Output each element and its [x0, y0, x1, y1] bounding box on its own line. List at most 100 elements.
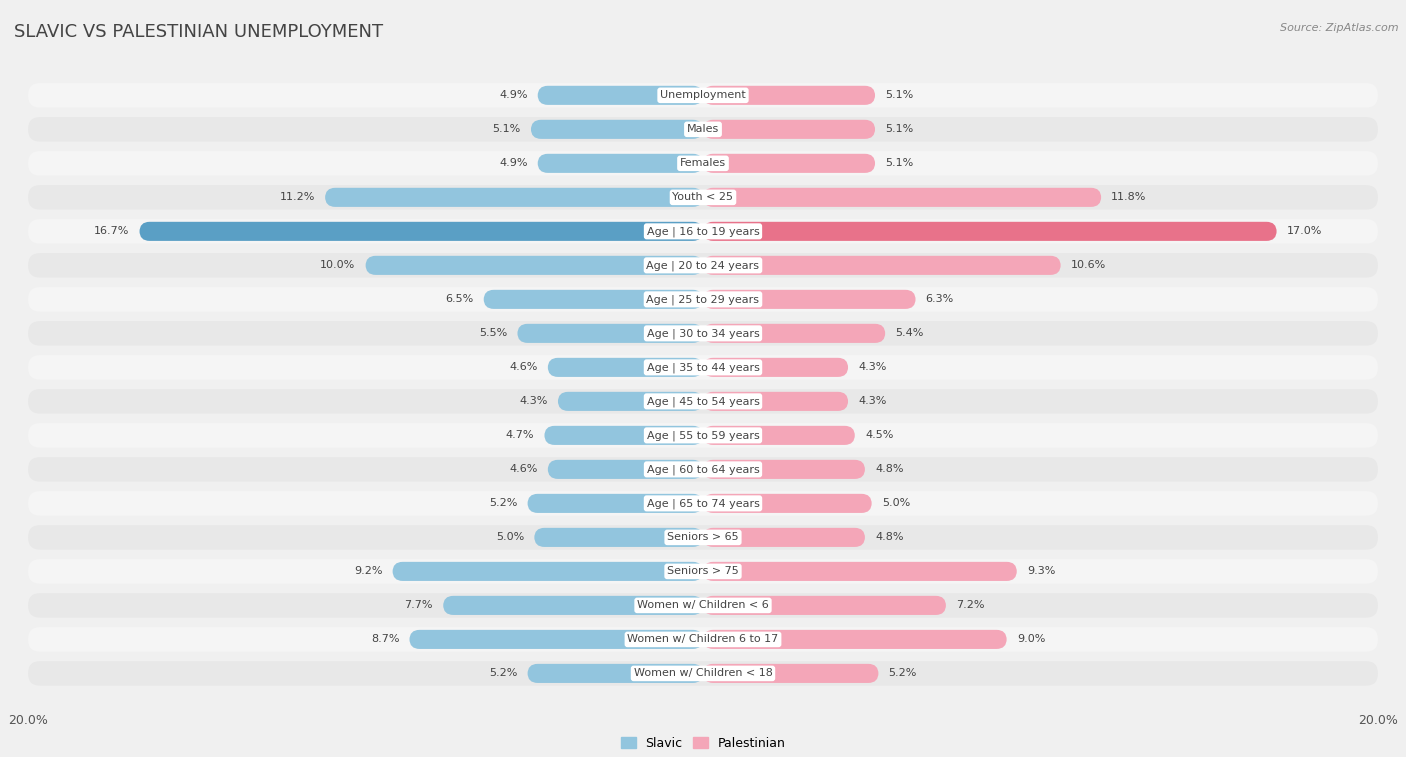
FancyBboxPatch shape: [531, 120, 703, 139]
Text: 4.5%: 4.5%: [865, 431, 893, 441]
FancyBboxPatch shape: [28, 593, 1378, 618]
FancyBboxPatch shape: [548, 459, 703, 479]
Text: 5.1%: 5.1%: [886, 90, 914, 101]
FancyBboxPatch shape: [703, 392, 848, 411]
Text: Age | 25 to 29 years: Age | 25 to 29 years: [647, 294, 759, 304]
FancyBboxPatch shape: [28, 287, 1378, 312]
Text: 5.0%: 5.0%: [496, 532, 524, 542]
FancyBboxPatch shape: [28, 355, 1378, 379]
Text: 5.1%: 5.1%: [492, 124, 520, 134]
Text: 4.7%: 4.7%: [506, 431, 534, 441]
FancyBboxPatch shape: [703, 324, 886, 343]
Text: 5.5%: 5.5%: [479, 329, 508, 338]
Text: Unemployment: Unemployment: [661, 90, 745, 101]
FancyBboxPatch shape: [703, 120, 875, 139]
Text: Age | 30 to 34 years: Age | 30 to 34 years: [647, 328, 759, 338]
Text: Age | 60 to 64 years: Age | 60 to 64 years: [647, 464, 759, 475]
Text: 4.6%: 4.6%: [509, 464, 537, 475]
Text: 5.1%: 5.1%: [886, 158, 914, 168]
Text: Women w/ Children 6 to 17: Women w/ Children 6 to 17: [627, 634, 779, 644]
Text: 9.3%: 9.3%: [1026, 566, 1056, 576]
Text: 11.8%: 11.8%: [1111, 192, 1147, 202]
Text: 6.5%: 6.5%: [446, 294, 474, 304]
Text: 4.3%: 4.3%: [519, 397, 548, 407]
Text: 5.1%: 5.1%: [886, 124, 914, 134]
FancyBboxPatch shape: [28, 151, 1378, 176]
FancyBboxPatch shape: [703, 562, 1017, 581]
Text: 10.6%: 10.6%: [1071, 260, 1107, 270]
Text: 17.0%: 17.0%: [1286, 226, 1322, 236]
FancyBboxPatch shape: [28, 423, 1378, 447]
FancyBboxPatch shape: [28, 525, 1378, 550]
FancyBboxPatch shape: [548, 358, 703, 377]
Text: 5.0%: 5.0%: [882, 498, 910, 509]
Text: 4.8%: 4.8%: [875, 532, 904, 542]
Text: Males: Males: [688, 124, 718, 134]
Text: 11.2%: 11.2%: [280, 192, 315, 202]
FancyBboxPatch shape: [139, 222, 703, 241]
FancyBboxPatch shape: [28, 389, 1378, 413]
Text: 16.7%: 16.7%: [94, 226, 129, 236]
FancyBboxPatch shape: [537, 86, 703, 105]
FancyBboxPatch shape: [28, 185, 1378, 210]
FancyBboxPatch shape: [703, 459, 865, 479]
FancyBboxPatch shape: [484, 290, 703, 309]
FancyBboxPatch shape: [703, 154, 875, 173]
Text: Age | 20 to 24 years: Age | 20 to 24 years: [647, 260, 759, 270]
Text: 4.9%: 4.9%: [499, 158, 527, 168]
FancyBboxPatch shape: [28, 253, 1378, 278]
FancyBboxPatch shape: [703, 188, 1101, 207]
Text: 9.0%: 9.0%: [1017, 634, 1045, 644]
FancyBboxPatch shape: [28, 559, 1378, 584]
Text: 5.4%: 5.4%: [896, 329, 924, 338]
FancyBboxPatch shape: [558, 392, 703, 411]
FancyBboxPatch shape: [703, 256, 1060, 275]
Text: 9.2%: 9.2%: [354, 566, 382, 576]
Text: 4.6%: 4.6%: [509, 363, 537, 372]
FancyBboxPatch shape: [392, 562, 703, 581]
FancyBboxPatch shape: [703, 290, 915, 309]
FancyBboxPatch shape: [703, 426, 855, 445]
Text: Females: Females: [681, 158, 725, 168]
FancyBboxPatch shape: [703, 494, 872, 513]
FancyBboxPatch shape: [28, 627, 1378, 652]
FancyBboxPatch shape: [703, 528, 865, 547]
Text: 4.8%: 4.8%: [875, 464, 904, 475]
Text: 7.2%: 7.2%: [956, 600, 984, 610]
Text: 5.2%: 5.2%: [489, 498, 517, 509]
FancyBboxPatch shape: [28, 83, 1378, 107]
Text: 10.0%: 10.0%: [321, 260, 356, 270]
Text: 5.2%: 5.2%: [489, 668, 517, 678]
FancyBboxPatch shape: [703, 664, 879, 683]
Text: Age | 16 to 19 years: Age | 16 to 19 years: [647, 226, 759, 237]
FancyBboxPatch shape: [703, 86, 875, 105]
FancyBboxPatch shape: [703, 596, 946, 615]
FancyBboxPatch shape: [366, 256, 703, 275]
FancyBboxPatch shape: [28, 219, 1378, 244]
Text: Age | 45 to 54 years: Age | 45 to 54 years: [647, 396, 759, 407]
FancyBboxPatch shape: [28, 457, 1378, 481]
FancyBboxPatch shape: [703, 630, 1007, 649]
Text: Women w/ Children < 18: Women w/ Children < 18: [634, 668, 772, 678]
FancyBboxPatch shape: [703, 358, 848, 377]
FancyBboxPatch shape: [517, 324, 703, 343]
FancyBboxPatch shape: [544, 426, 703, 445]
Text: Age | 35 to 44 years: Age | 35 to 44 years: [647, 362, 759, 372]
FancyBboxPatch shape: [28, 321, 1378, 346]
Text: Seniors > 75: Seniors > 75: [666, 566, 740, 576]
Text: Age | 55 to 59 years: Age | 55 to 59 years: [647, 430, 759, 441]
Text: SLAVIC VS PALESTINIAN UNEMPLOYMENT: SLAVIC VS PALESTINIAN UNEMPLOYMENT: [14, 23, 384, 41]
FancyBboxPatch shape: [703, 222, 1277, 241]
Text: 4.3%: 4.3%: [858, 363, 887, 372]
FancyBboxPatch shape: [325, 188, 703, 207]
FancyBboxPatch shape: [28, 491, 1378, 516]
Text: 5.2%: 5.2%: [889, 668, 917, 678]
Text: Source: ZipAtlas.com: Source: ZipAtlas.com: [1281, 23, 1399, 33]
Text: 4.3%: 4.3%: [858, 397, 887, 407]
Text: Seniors > 65: Seniors > 65: [668, 532, 738, 542]
FancyBboxPatch shape: [537, 154, 703, 173]
Text: 4.9%: 4.9%: [499, 90, 527, 101]
FancyBboxPatch shape: [534, 528, 703, 547]
Text: Women w/ Children < 6: Women w/ Children < 6: [637, 600, 769, 610]
FancyBboxPatch shape: [527, 664, 703, 683]
